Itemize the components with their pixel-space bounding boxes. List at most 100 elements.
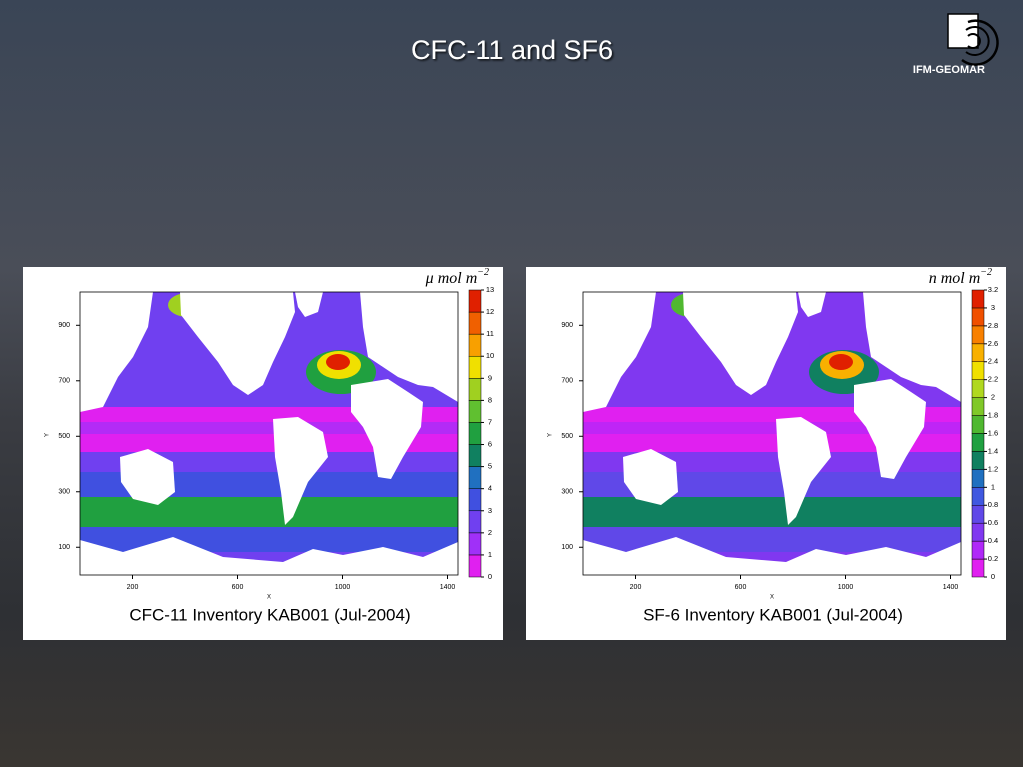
colorbar-segment [971,433,985,452]
colorbar-segment [971,361,985,380]
x-tick-label: 600 [232,584,244,591]
colorbar-label: 0.8 [988,500,998,509]
colorbar-segment [971,289,985,309]
colorbar-label: 0.6 [988,518,998,527]
colorbar-label: 2 [488,528,492,537]
logo: IFM-GEOMAR [913,13,999,76]
colorbar-label: 9 [488,373,492,382]
colorbar-label: 13 [486,285,494,294]
y-tick-label: 100 [561,544,573,551]
colorbar-segment [468,554,482,578]
colorbar-label: 1.8 [988,411,998,420]
colorbar-segment [971,415,985,434]
slide-title: CFC-11 and SF6 [411,35,613,65]
land [180,292,295,395]
colorbar-segment [971,307,985,327]
colorbar-label: 10 [486,351,494,360]
land [863,292,961,402]
x-tick-label: 1400 [440,584,456,591]
colorbar-label: 2.2 [988,375,998,384]
colorbar-label: 12 [486,307,494,316]
land [683,292,798,395]
x-axis-label: X [770,595,774,601]
colorbar-segment [468,488,482,512]
colorbar-label: 1.4 [988,446,998,455]
land [80,537,458,575]
colorbar-segment [468,289,482,313]
y-axis-label: Y [45,433,51,437]
unit-label: μ mol m−2 [425,267,489,286]
colorbar-segment [971,487,985,506]
colorbar-label: 0.4 [988,536,998,545]
y-tick-label: 300 [58,489,70,496]
colorbar-segment [971,397,985,416]
x-tick-label: 200 [630,584,642,591]
land [360,292,458,402]
colorbar-label: 3 [488,506,492,515]
colorbar-label: 5 [488,462,492,471]
map [80,292,458,575]
land [351,379,423,479]
colorbar-segment [971,505,985,524]
colorbar-label: 1 [488,550,492,559]
ocean-band [80,452,458,472]
y-tick-label: 900 [58,322,70,329]
colorbar-label: 2.4 [988,357,998,366]
x-tick-label: 600 [735,584,747,591]
colorbar-label: 11 [486,329,494,338]
hotspot [326,354,350,370]
land [273,417,328,525]
y-tick-label: 500 [58,433,70,440]
y-tick-label: 700 [58,378,70,385]
colorbar-label: 0 [991,572,995,581]
y-tick-label: 100 [58,544,70,551]
land [583,537,961,575]
colorbar-segment [971,469,985,488]
colorbar-label: 3 [991,303,995,312]
land [623,449,678,505]
colorbar-segment [468,422,482,445]
colorbar-label: 1.2 [988,464,998,473]
colorbar-label: 0.2 [988,554,998,563]
colorbar-segment [468,355,482,379]
unit-exponent: −2 [980,267,992,278]
x-tick-label: 1400 [943,584,959,591]
colorbar-label: 0 [488,572,492,581]
unit-text: n mol m [929,270,981,287]
land [120,449,175,505]
colorbar-segment [468,510,482,534]
colorbar-segment [468,333,482,357]
colorbar-segment [468,400,482,423]
colorbar-segment [468,466,482,489]
colorbar-segment [468,532,482,556]
colorbar-segment [971,540,985,560]
colorbar-segment [468,311,482,335]
y-tick-label: 900 [561,322,573,329]
ocean-band [80,497,458,527]
colorbar-label: 4 [488,484,492,493]
land [583,292,656,412]
hotspot [829,354,853,370]
colorbar-segment [971,343,985,362]
colorbar-label: 2.6 [988,339,998,348]
land [776,417,831,525]
colorbar-segment [468,378,482,401]
land [798,292,826,317]
map-panel: 200 600 1000 1400 100 300 500 700 900 X Y 0 0.2 0.4 0.… [526,267,1006,640]
land [854,379,926,479]
unit-label: n mol m−2 [929,267,992,286]
land [80,292,153,412]
ocean-band [583,452,961,472]
plot-frame [79,291,459,576]
colorbar-label: 1.6 [988,428,998,437]
colorbar-label: 7 [488,417,492,426]
land [295,292,323,317]
colorbar-label: 2 [991,393,995,402]
x-tick-label: 1000 [838,584,854,591]
unit-text: μ mol m [425,270,478,287]
colorbar-segment [468,444,482,467]
logo-text: IFM-GEOMAR [913,64,985,76]
map [583,292,961,575]
ocean-band [583,497,961,527]
